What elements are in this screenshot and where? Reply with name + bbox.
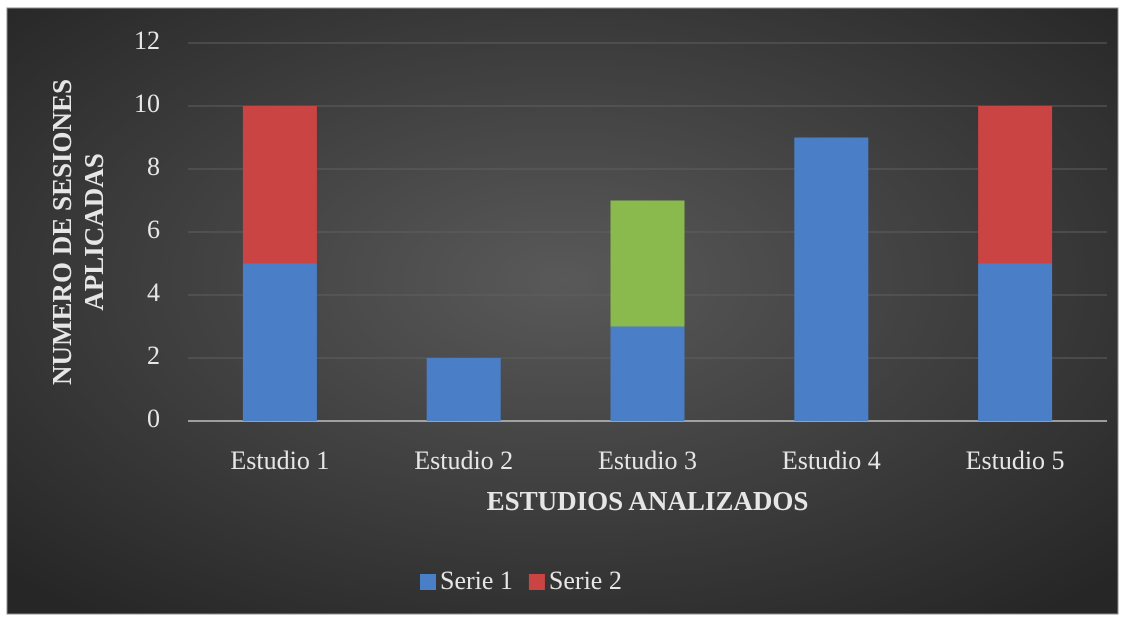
x-tick-label: Estudio 1 bbox=[230, 446, 329, 475]
chart-background bbox=[6, 7, 1119, 615]
bar-segment bbox=[610, 200, 685, 327]
y-tick-label: 8 bbox=[147, 152, 160, 181]
bar-segment bbox=[242, 106, 317, 264]
y-axis-title: APLICADAS bbox=[79, 153, 109, 311]
y-tick-label: 6 bbox=[147, 215, 160, 244]
x-tick-label: Estudio 4 bbox=[782, 446, 881, 475]
bar-segment bbox=[978, 263, 1053, 421]
x-tick-label: Estudio 3 bbox=[598, 446, 697, 475]
bar-segment bbox=[242, 263, 317, 421]
x-tick-label: Estudio 5 bbox=[966, 446, 1065, 475]
y-tick-label: 4 bbox=[147, 278, 160, 307]
y-tick-label: 10 bbox=[134, 89, 160, 118]
legend-swatch bbox=[528, 574, 545, 590]
legend-swatch bbox=[420, 574, 436, 590]
y-tick-label: 0 bbox=[147, 404, 160, 433]
legend-label: Serie 2 bbox=[549, 566, 622, 595]
bar-segment bbox=[978, 106, 1053, 264]
y-axis-title: NUMERO DE SESIONES bbox=[47, 79, 77, 385]
x-tick-label: Estudio 2 bbox=[414, 446, 513, 475]
y-tick-label: 2 bbox=[147, 341, 160, 370]
bar-segment bbox=[610, 326, 685, 421]
x-axis-title: ESTUDIOS ANALIZADOS bbox=[487, 486, 809, 516]
bar-segment bbox=[426, 358, 501, 421]
bar-segment bbox=[794, 137, 869, 421]
y-tick-label: 12 bbox=[134, 26, 160, 55]
legend-label: Serie 1 bbox=[440, 566, 513, 595]
